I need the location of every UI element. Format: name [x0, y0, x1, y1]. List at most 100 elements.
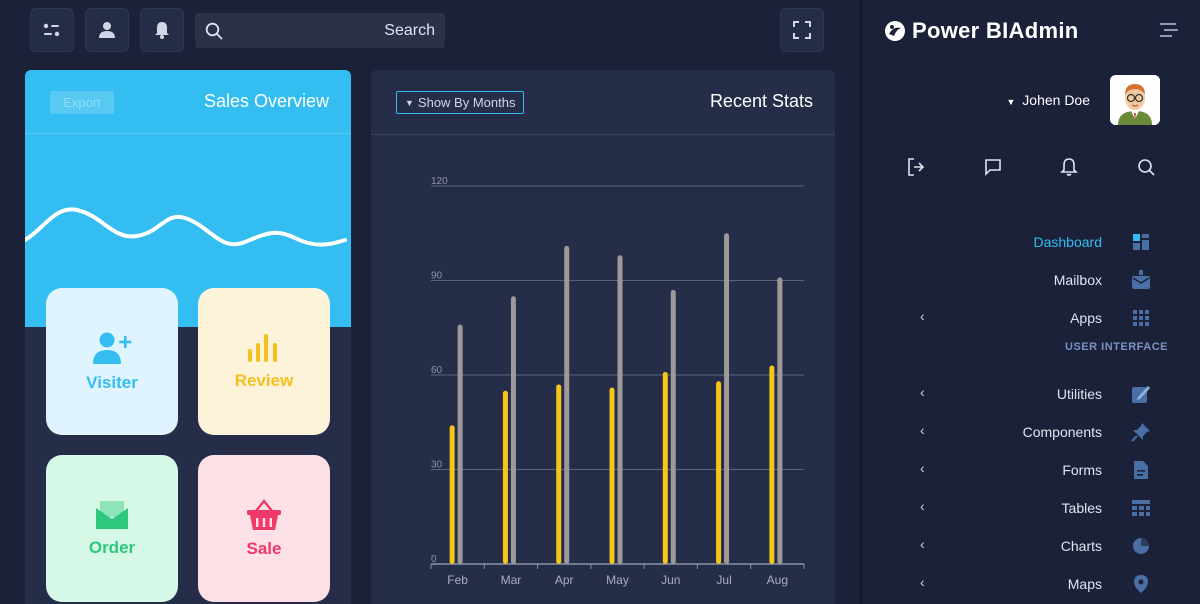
- bar: [502, 390, 508, 564]
- logo-icon: [885, 21, 905, 41]
- basket-icon: [247, 498, 281, 530]
- y-tick-label: 90: [431, 271, 443, 282]
- menu-toggle-button[interactable]: [1160, 22, 1178, 43]
- settings-toggle-button[interactable]: [30, 8, 74, 52]
- section-label: USER INTERFACE: [1065, 341, 1168, 353]
- sidebar-item-tables[interactable]: ‹ Tables: [862, 490, 1200, 528]
- search-input[interactable]: Search: [195, 13, 445, 48]
- avatar[interactable]: [1110, 75, 1160, 125]
- fullscreen-button[interactable]: [780, 8, 824, 52]
- bar: [724, 233, 730, 564]
- tile-review[interactable]: Review: [198, 288, 330, 435]
- stats-card-title: Recent Stats: [709, 91, 813, 111]
- sliders-icon: [43, 23, 60, 37]
- caret-down-icon: ▼: [1006, 97, 1016, 107]
- pin-icon: [1131, 423, 1150, 442]
- chevron-left-icon: ‹: [920, 308, 925, 324]
- recent-stats-chart: 0 30 60 90 120 Feb Mar Apr May Jun Jul Aug: [430, 176, 805, 587]
- search-icon: [205, 22, 223, 40]
- sidebar-item-label: Mailbox: [1053, 272, 1102, 288]
- recent-stats-card: ▼ Show By Months Recent Stats 0 30 60 90 120…: [371, 70, 835, 604]
- sidebar-item-forms[interactable]: ‹ Forms: [862, 452, 1200, 490]
- map-pin-icon: [1134, 575, 1148, 593]
- sidebar: Power BIAdmin ▼ Johen Doe: [860, 0, 1200, 604]
- export-button[interactable]: Export: [50, 91, 114, 114]
- sidebar-search-button[interactable]: [1136, 157, 1156, 182]
- y-tick-label: 60: [431, 365, 443, 376]
- bar-chart-icon: [248, 333, 277, 362]
- bar: [449, 425, 455, 564]
- user-menu[interactable]: ▼ Johen Doe: [1006, 92, 1090, 108]
- tile-label: Sale: [246, 538, 282, 558]
- table-icon: [1132, 500, 1150, 516]
- tile-label: Review: [234, 370, 294, 390]
- brand[interactable]: Power BIAdmin: [884, 18, 1078, 44]
- chevron-left-icon: ‹: [920, 460, 925, 476]
- sidebar-item-label: Maps: [1067, 576, 1102, 592]
- sales-card-title: Sales Overview: [203, 91, 329, 111]
- bar: [670, 289, 676, 564]
- sidebar-item-label: Tables: [1061, 500, 1102, 516]
- sidebar-item-label: Forms: [1062, 462, 1102, 478]
- bar: [662, 371, 668, 564]
- x-tick-label: Jul: [716, 573, 731, 587]
- tile-sale[interactable]: Sale: [198, 455, 330, 602]
- user-plus-icon: [93, 332, 132, 364]
- bar: [769, 365, 775, 564]
- logout-icon: [908, 158, 925, 176]
- sidebar-item-utilities[interactable]: ‹ Utilities: [862, 376, 1200, 414]
- bell-icon: [155, 22, 169, 39]
- x-tick-label: Feb: [447, 573, 468, 587]
- logout-button[interactable]: [906, 157, 926, 182]
- sidebar-item-label: Charts: [1060, 538, 1102, 554]
- bar: [510, 296, 516, 564]
- tile-order[interactable]: Order: [46, 455, 178, 602]
- stats-card-header: ▼ Show By Months Recent Stats: [371, 70, 835, 135]
- chevron-left-icon: ‹: [920, 384, 925, 400]
- chevron-left-icon: ‹: [920, 422, 925, 438]
- sales-card-header: Export Sales Overview: [25, 70, 351, 134]
- chat-button[interactable]: [983, 157, 1003, 182]
- tile-label: Order: [88, 537, 136, 557]
- bar: [716, 381, 722, 564]
- sidebar-item-label: Dashboard: [1033, 234, 1103, 250]
- sidebar-item-mailbox[interactable]: Mailbox: [862, 262, 1200, 300]
- bar: [617, 255, 623, 565]
- sidebar-item-label: Components: [1022, 424, 1102, 440]
- dropdown-label: Show By Months: [417, 95, 516, 110]
- dashboard-icon: [1133, 234, 1149, 250]
- avatar-image: [1110, 75, 1160, 125]
- fullscreen-icon: [793, 21, 811, 39]
- sidebar-item-apps[interactable]: ‹ Apps: [862, 300, 1200, 338]
- tile-visiter[interactable]: Visiter: [46, 288, 178, 435]
- caret-down-icon: ▼: [405, 97, 414, 108]
- x-tick-label: Aug: [767, 573, 788, 587]
- sidebar-item-charts[interactable]: ‹ Charts: [862, 528, 1200, 566]
- y-tick-label: 30: [431, 460, 443, 471]
- x-tick-label: Mar: [501, 573, 522, 587]
- sidebar-item-maps[interactable]: ‹ Maps: [862, 566, 1200, 604]
- profile-button[interactable]: [85, 8, 129, 52]
- sales-overview-card: Export Sales Overview Visiter Review Ord…: [25, 70, 351, 604]
- sidebar-notifications-button[interactable]: [1059, 157, 1079, 182]
- apps-icon: [1133, 310, 1149, 326]
- mail-icon: [96, 500, 128, 529]
- bar: [777, 277, 783, 564]
- sales-banner: [25, 70, 351, 327]
- edit-icon: [1132, 386, 1150, 403]
- bar: [609, 387, 615, 564]
- sidebar-item-dashboard[interactable]: Dashboard: [862, 224, 1200, 262]
- notifications-button[interactable]: [140, 8, 184, 52]
- file-icon: [1134, 461, 1148, 479]
- bell-icon: [1060, 158, 1078, 176]
- bar: [556, 384, 562, 564]
- bar: [457, 324, 463, 564]
- pie-icon: [1133, 538, 1149, 554]
- user-name: Johen Doe: [1022, 92, 1090, 108]
- x-tick-label: Jun: [661, 573, 680, 587]
- chat-icon: [985, 159, 1001, 176]
- sidebar-item-components[interactable]: ‹ Components: [862, 414, 1200, 452]
- show-by-months-dropdown[interactable]: ▼ Show By Months: [396, 91, 525, 114]
- chevron-left-icon: ‹: [920, 536, 925, 552]
- y-tick-label: 0: [431, 554, 437, 565]
